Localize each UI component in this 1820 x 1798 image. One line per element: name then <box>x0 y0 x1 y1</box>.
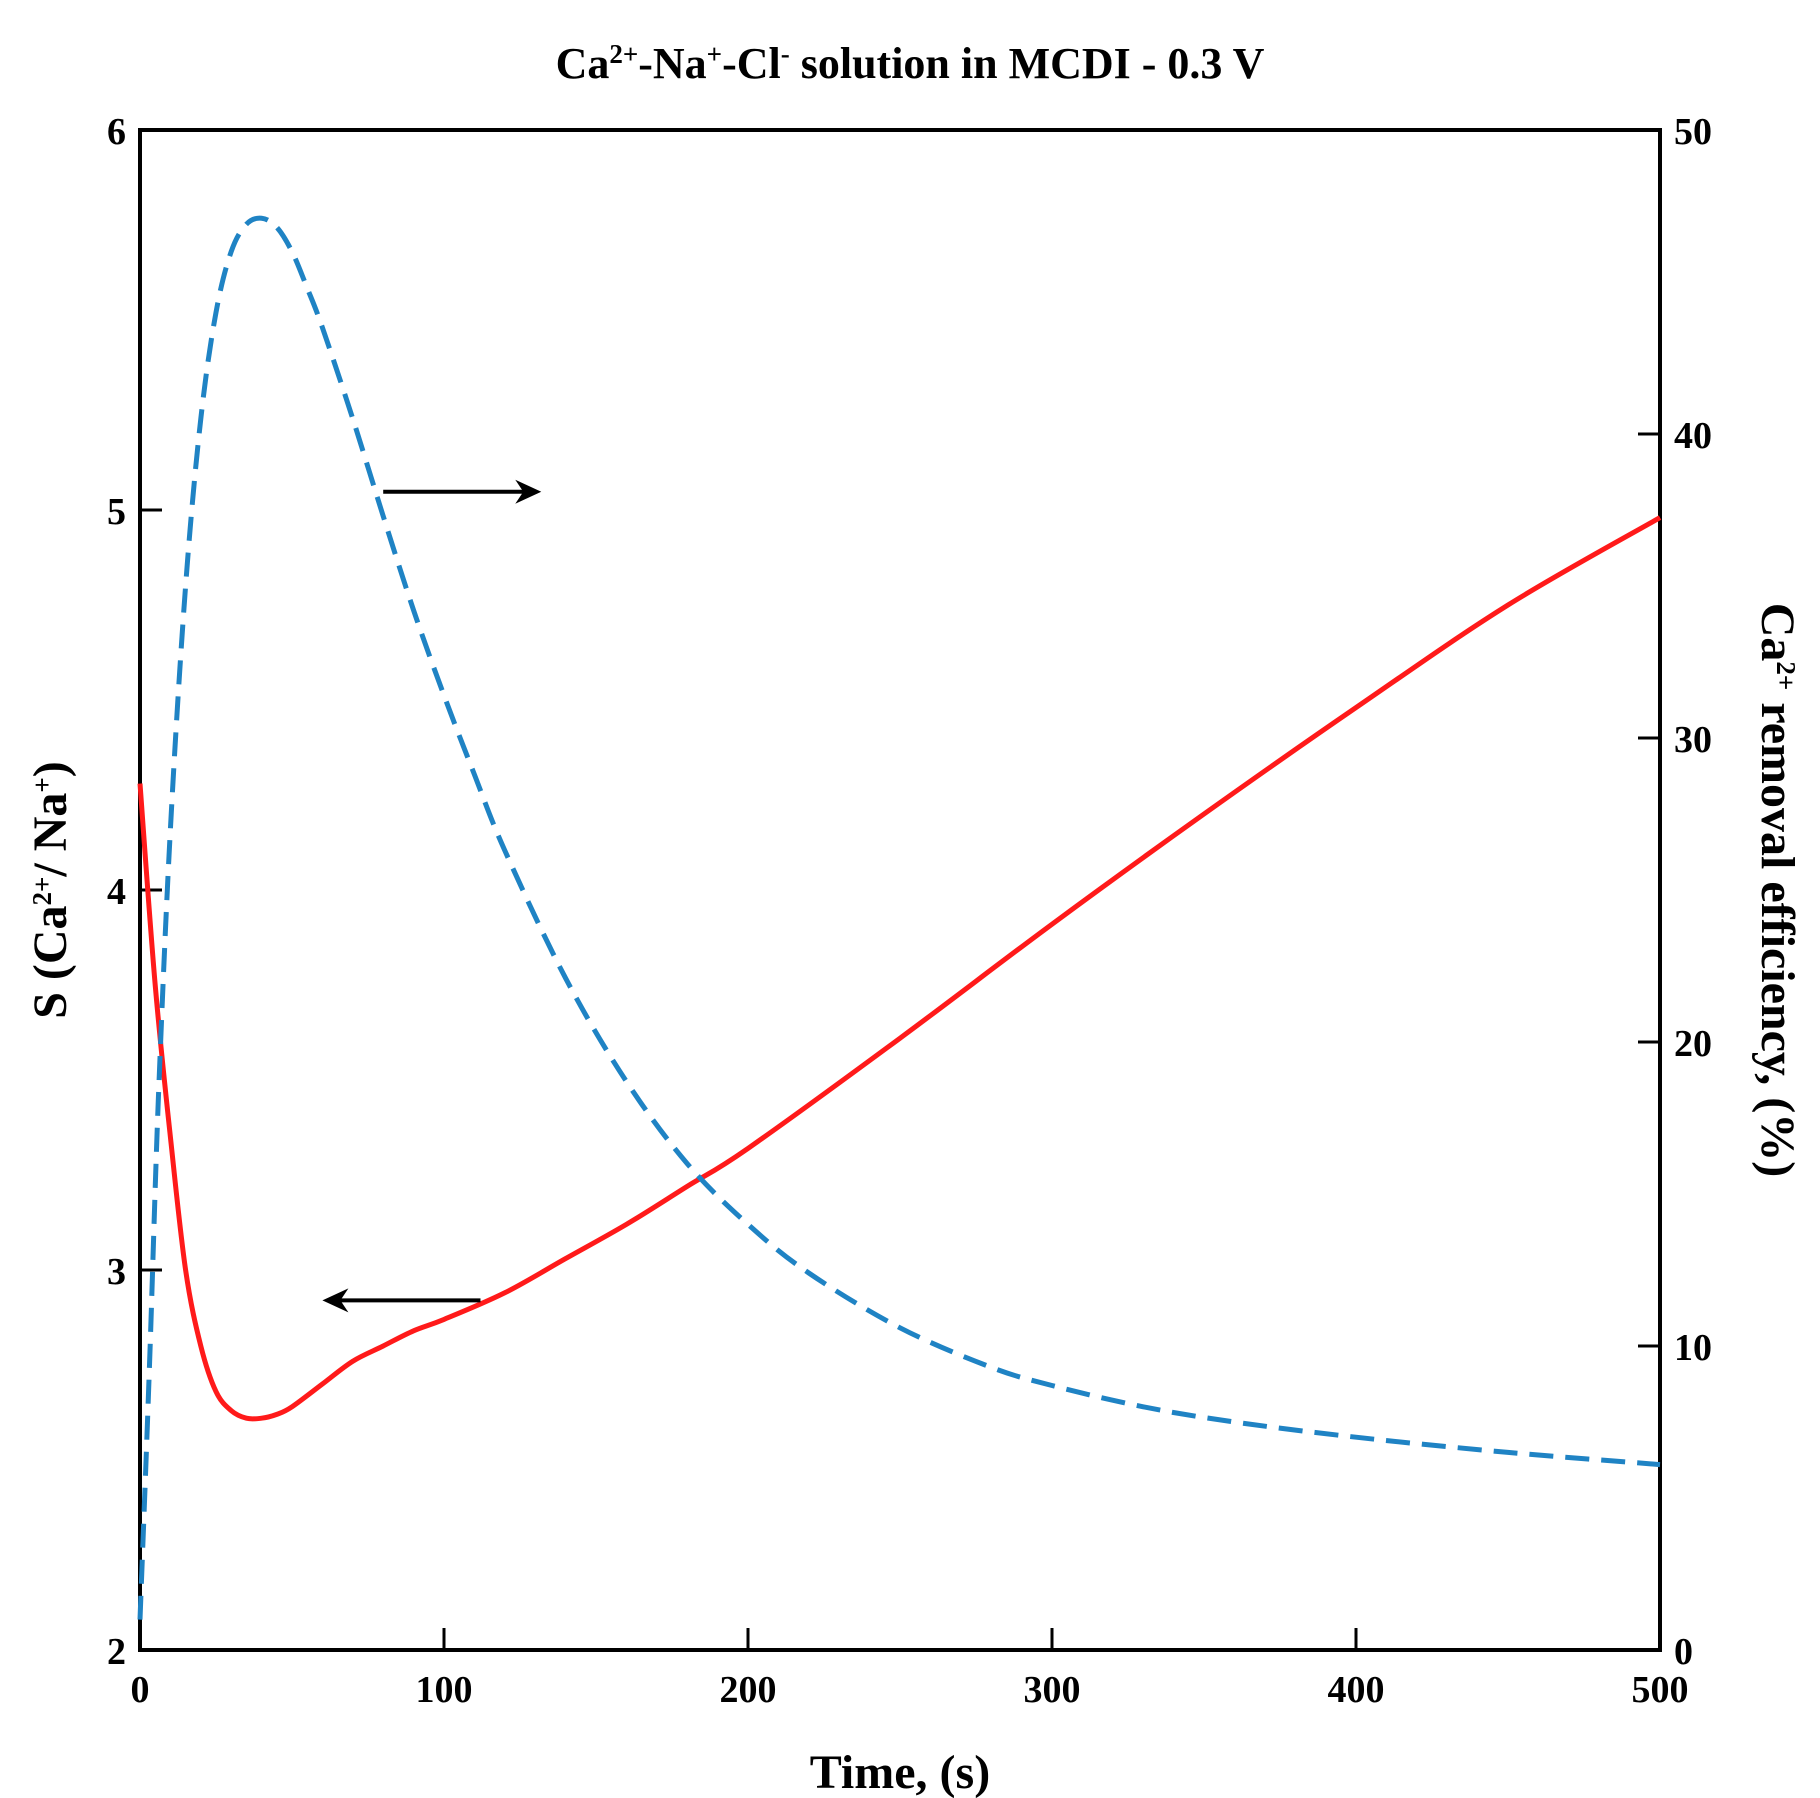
y-right-tick-label: 50 <box>1674 111 1712 153</box>
label-superscript: - <box>781 39 790 69</box>
plot-frame <box>138 128 1662 1652</box>
label-part: solution in MCDI - 0.3 V <box>790 39 1265 88</box>
x-axis-title: Time, (s) <box>810 1746 990 1798</box>
y-left-tick-label: 3 <box>107 1251 126 1293</box>
y-right-tick-label: 20 <box>1674 1023 1712 1065</box>
x-tick-label: 400 <box>1328 1669 1385 1711</box>
y-right-tick-label: 0 <box>1674 1631 1693 1673</box>
y-axis-title-left: S (Ca2+/ Na+) <box>24 761 77 1019</box>
x-tick-label: 100 <box>416 1669 473 1711</box>
arrow-left-annotation <box>322 1288 481 1313</box>
label-superscript: 2+ <box>1771 661 1801 690</box>
x-tick-label: 200 <box>720 1669 777 1711</box>
x-tick-label: 500 <box>1632 1669 1689 1711</box>
series-layer <box>137 215 1662 1620</box>
y-right-tick-label: 40 <box>1674 415 1712 457</box>
chart-title: Ca2+-Na+-Cl- solution in MCDI - 0.3 V <box>556 39 1265 88</box>
y-axis-title-right: Ca2+ removal efficiency, (%) <box>1751 603 1804 1178</box>
y-left-tick-label: 4 <box>107 871 126 913</box>
y-right-tick-label: 30 <box>1674 719 1712 761</box>
label-part: Ca <box>1751 603 1804 662</box>
label-part: -Na <box>638 39 706 88</box>
label-superscript: + <box>27 777 57 792</box>
series-line-removal-efficiency <box>137 215 1661 1620</box>
label-superscript: 2+ <box>609 39 638 69</box>
x-tick-label: 300 <box>1024 1669 1081 1711</box>
arrow-right-annotation <box>383 479 542 504</box>
series-line-selectivity <box>137 515 1662 1422</box>
axis-ticks: 0 100 200 300 400 500 2 3 4 5 6 0 10 20 30 40 50 <box>107 111 1712 1711</box>
label-part: -Cl <box>722 39 781 88</box>
annotations <box>322 479 542 1313</box>
y-left-tick-label: 6 <box>107 111 126 153</box>
y-right-tick-label: 10 <box>1674 1327 1712 1369</box>
label-part: ) <box>24 761 77 777</box>
label-part: / Na <box>24 793 77 878</box>
y-left-tick-label: 2 <box>107 1631 126 1673</box>
label-part: S (Ca <box>24 905 77 1018</box>
label-part: Ca <box>556 39 610 88</box>
y-left-tick-label: 5 <box>107 491 126 533</box>
label-part: removal efficiency, (%) <box>1751 690 1804 1177</box>
label-superscript: 2+ <box>27 877 57 906</box>
label-superscript: + <box>707 39 722 69</box>
x-tick-label: 0 <box>131 1669 150 1711</box>
